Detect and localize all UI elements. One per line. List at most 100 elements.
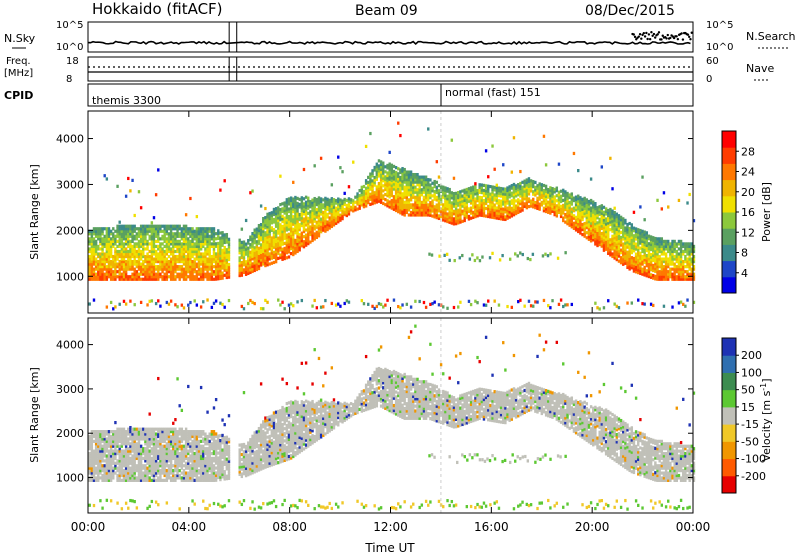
heatmap-cell xyxy=(673,270,676,274)
heatmap-cell xyxy=(238,263,241,268)
heatmap-cell xyxy=(247,266,250,270)
heatmap-cell xyxy=(195,277,199,281)
heatmap-cell xyxy=(549,188,552,192)
heatmap-cell xyxy=(384,175,387,179)
heatmap-cell xyxy=(251,267,254,271)
heatmap-cell xyxy=(506,193,509,198)
heatmap-cell xyxy=(176,234,179,238)
heatmap-cell xyxy=(206,262,209,266)
heatmap-cell xyxy=(139,473,143,478)
heatmap-cell xyxy=(412,203,415,207)
heatmap-cell xyxy=(330,204,334,208)
heatmap-cell xyxy=(523,184,526,188)
heatmap-cell xyxy=(495,208,499,213)
heatmap-cell xyxy=(467,189,471,193)
heatmap-cell xyxy=(264,216,267,220)
heatmap-cell xyxy=(122,432,126,436)
heatmap-cell xyxy=(223,256,226,260)
heatmap-cell xyxy=(637,268,640,272)
heatmap-cell xyxy=(424,183,428,187)
heatmap-cell xyxy=(99,262,102,266)
heatmap-cell xyxy=(317,229,321,233)
heatmap-cell xyxy=(384,203,387,207)
heatmap-cell xyxy=(497,194,501,198)
heatmap-cell xyxy=(484,191,488,195)
heatmap-cell xyxy=(101,454,104,458)
heatmap-cell xyxy=(472,205,475,209)
heatmap-cell xyxy=(504,205,507,209)
heatmap-cell xyxy=(598,222,601,227)
heatmap-cell xyxy=(572,196,576,200)
heatmap-cell xyxy=(169,239,173,243)
heatmap-cell xyxy=(142,239,145,243)
heatmap-cell xyxy=(116,449,119,453)
heatmap-cell xyxy=(97,277,100,281)
heatmap-cell xyxy=(598,212,601,216)
heatmap-cell xyxy=(660,262,664,266)
heatmap-cell xyxy=(454,194,458,198)
heatmap-cell xyxy=(212,234,216,238)
heatmap-cell xyxy=(427,127,430,131)
heatmap-cell xyxy=(682,265,685,269)
heatmap-cell xyxy=(103,174,106,178)
heatmap-cell xyxy=(92,473,96,478)
heatmap-cell xyxy=(197,259,201,264)
heatmap-cell xyxy=(669,254,672,259)
heatmap-cell xyxy=(319,222,323,226)
heatmap-cell xyxy=(97,252,100,256)
heatmap-cell xyxy=(581,197,584,201)
heatmap-cell xyxy=(176,259,179,264)
heatmap-cell xyxy=(656,270,659,274)
heatmap-cell xyxy=(399,191,402,195)
heatmap-cell xyxy=(129,444,132,448)
heatmap-cell xyxy=(296,211,299,216)
heatmap-cell xyxy=(476,256,479,260)
heatmap-cell xyxy=(315,215,319,219)
heatmap-cell xyxy=(615,235,619,239)
heatmap-cell xyxy=(103,449,106,453)
heatmap-cell xyxy=(452,209,456,213)
heatmap-cell xyxy=(566,217,569,221)
heatmap-cell xyxy=(90,257,94,261)
heatmap-cell xyxy=(613,228,616,232)
heatmap-cell xyxy=(667,205,670,209)
heatmap-cell xyxy=(137,247,141,251)
heatmap-cell xyxy=(390,163,394,167)
heatmap-cell xyxy=(118,237,121,241)
heatmap-cell xyxy=(114,451,117,456)
heatmap-cell xyxy=(647,237,651,241)
heatmap-cell xyxy=(277,244,280,248)
heatmap-cell xyxy=(129,224,132,228)
heatmap-cell xyxy=(669,275,672,279)
heatmap-cell xyxy=(442,193,445,197)
heatmap-cell xyxy=(118,267,121,271)
heatmap-cell xyxy=(328,211,331,215)
heatmap-cell xyxy=(324,214,327,218)
heatmap-cell xyxy=(277,298,280,302)
heatmap-cell xyxy=(493,203,496,207)
heatmap-cell xyxy=(163,267,166,271)
heatmap-cell xyxy=(394,176,398,180)
heatmap-cell xyxy=(262,227,265,231)
heatmap-cell xyxy=(450,138,454,142)
heatmap-cell xyxy=(542,196,546,200)
heatmap-cell xyxy=(109,237,113,241)
heatmap-cell xyxy=(594,204,597,208)
heatmap-cell xyxy=(517,210,520,215)
heatmap-cell xyxy=(422,210,426,215)
heatmap-cell xyxy=(129,232,132,236)
heatmap-cell xyxy=(684,270,687,274)
heatmap-cell xyxy=(124,464,128,468)
heatmap-cell xyxy=(107,469,111,473)
heatmap-cell xyxy=(112,466,115,470)
heatmap-cell xyxy=(146,275,149,279)
heatmap-cell xyxy=(139,242,143,246)
heatmap-cell xyxy=(206,257,209,261)
heatmap-cell xyxy=(214,264,218,269)
heatmap-cell xyxy=(600,234,604,238)
heatmap-cell xyxy=(90,267,94,271)
heatmap-cell xyxy=(542,191,546,195)
heatmap-cell xyxy=(544,192,548,196)
cpid-segment-1: themis 3300 xyxy=(92,94,161,107)
heatmap-cell xyxy=(409,172,413,177)
